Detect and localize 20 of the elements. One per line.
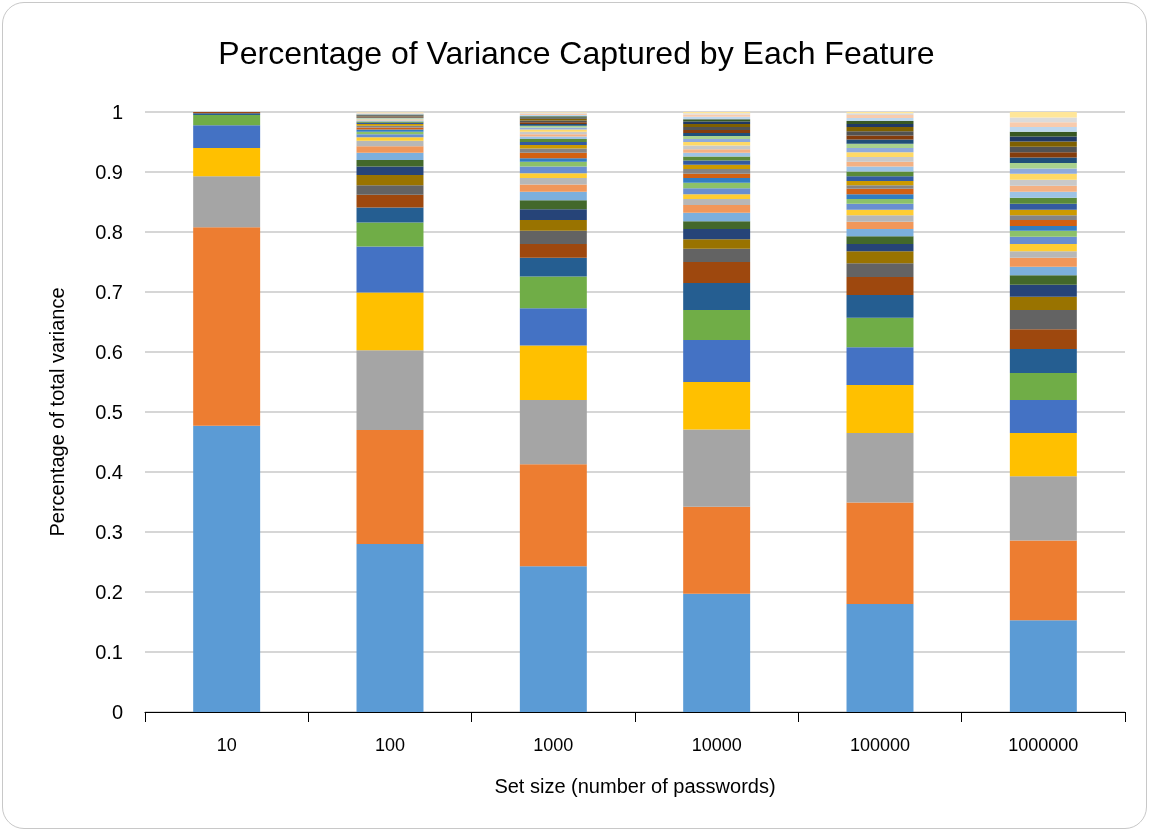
y-tick-label: 1: [111, 101, 123, 123]
x-tick-label: 10: [216, 735, 237, 755]
x-tick-label: 100000: [849, 735, 911, 755]
y-tick-label: 0.7: [95, 281, 123, 303]
y-tick-label: 0.5: [95, 401, 123, 423]
chart-title: Percentage of Variance Captured by Each Feature: [218, 35, 935, 71]
y-tick-label: 0.1: [95, 641, 123, 663]
x-tick-label: 1000000: [1008, 735, 1079, 755]
y-tick-label: 0: [111, 701, 123, 723]
y-tick-label: 0.9: [95, 161, 123, 183]
y-axis-title: Percentage of total variance: [46, 287, 68, 537]
x-tick-label: 10000: [691, 735, 742, 755]
y-tick-label: 0.8: [95, 221, 123, 243]
x-axis-title: Set size (number of passwords): [494, 775, 776, 797]
x-tick-label: 1000: [533, 735, 574, 755]
y-tick-label: 0.4: [95, 461, 123, 483]
y-tick-label: 0.6: [95, 341, 123, 363]
y-tick-label: 0.2: [95, 581, 123, 603]
y-tick-label: 0.3: [95, 521, 123, 543]
x-tick-label: 100: [374, 735, 406, 755]
